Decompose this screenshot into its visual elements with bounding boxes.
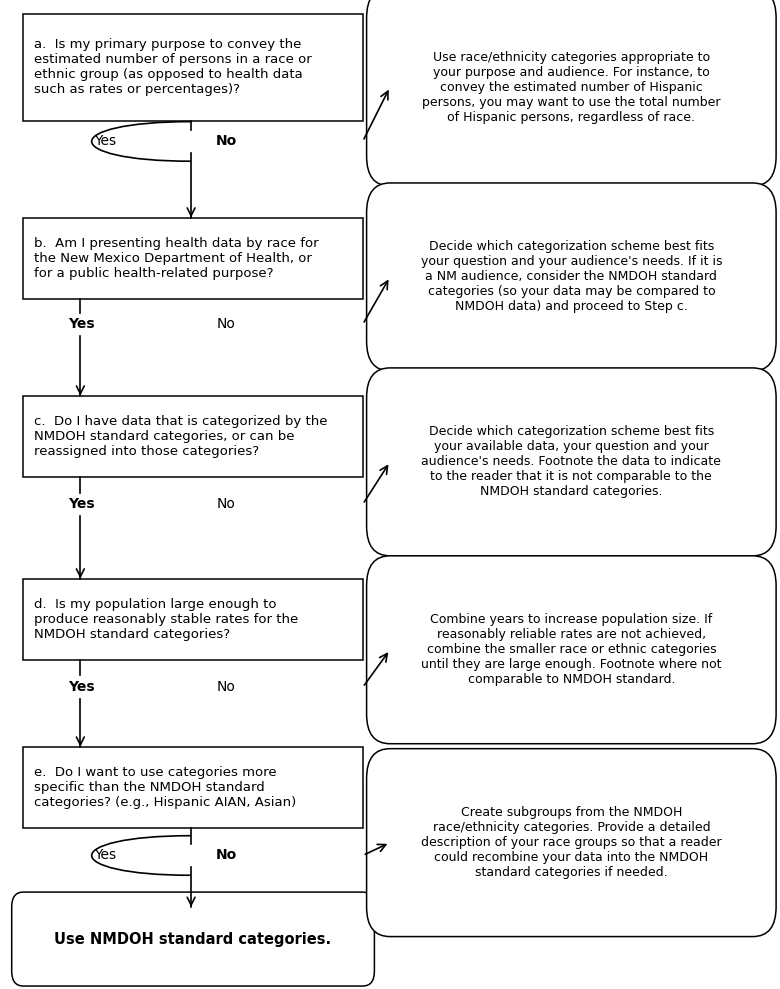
FancyBboxPatch shape	[23, 396, 363, 477]
Text: No: No	[215, 849, 237, 862]
Text: Yes: Yes	[94, 135, 116, 148]
Text: No: No	[217, 497, 236, 511]
Text: Decide which categorization scheme best fits
your available data, your question : Decide which categorization scheme best …	[421, 425, 722, 498]
FancyBboxPatch shape	[12, 892, 374, 986]
Text: No: No	[217, 317, 236, 331]
FancyBboxPatch shape	[367, 556, 776, 744]
Text: d.  Is my population large enough to
produce reasonably stable rates for the
NMD: d. Is my population large enough to prod…	[34, 597, 298, 641]
Text: c.  Do I have data that is categorized by the
NMDOH standard categories, or can : c. Do I have data that is categorized by…	[34, 414, 327, 458]
Text: Use race/ethnicity categories appropriate to
your purpose and audience. For inst: Use race/ethnicity categories appropriat…	[422, 50, 721, 124]
Text: a.  Is my primary purpose to convey the
estimated number of persons in a race or: a. Is my primary purpose to convey the e…	[34, 39, 311, 96]
FancyBboxPatch shape	[367, 368, 776, 556]
FancyBboxPatch shape	[367, 749, 776, 937]
FancyBboxPatch shape	[367, 0, 776, 186]
Text: Combine years to increase population size. If
reasonably reliable rates are not : Combine years to increase population siz…	[421, 613, 722, 686]
Text: Yes: Yes	[94, 849, 116, 862]
FancyBboxPatch shape	[23, 218, 363, 299]
Text: Yes: Yes	[69, 680, 95, 694]
Text: b.  Am I presenting health data by race for
the New Mexico Department of Health,: b. Am I presenting health data by race f…	[34, 236, 318, 280]
FancyBboxPatch shape	[23, 579, 363, 660]
Text: Decide which categorization scheme best fits
your question and your audience's n: Decide which categorization scheme best …	[420, 240, 722, 314]
Text: Yes: Yes	[69, 497, 95, 511]
Text: Yes: Yes	[69, 317, 95, 331]
Text: No: No	[215, 135, 237, 148]
Text: No: No	[217, 680, 236, 694]
Text: Create subgroups from the NMDOH
race/ethnicity categories. Provide a detailed
de: Create subgroups from the NMDOH race/eth…	[421, 806, 722, 879]
FancyBboxPatch shape	[23, 14, 363, 121]
FancyBboxPatch shape	[367, 183, 776, 371]
Text: e.  Do I want to use categories more
specific than the NMDOH standard
categories: e. Do I want to use categories more spec…	[34, 765, 296, 809]
FancyBboxPatch shape	[23, 747, 363, 828]
Text: Use NMDOH standard categories.: Use NMDOH standard categories.	[55, 932, 332, 946]
